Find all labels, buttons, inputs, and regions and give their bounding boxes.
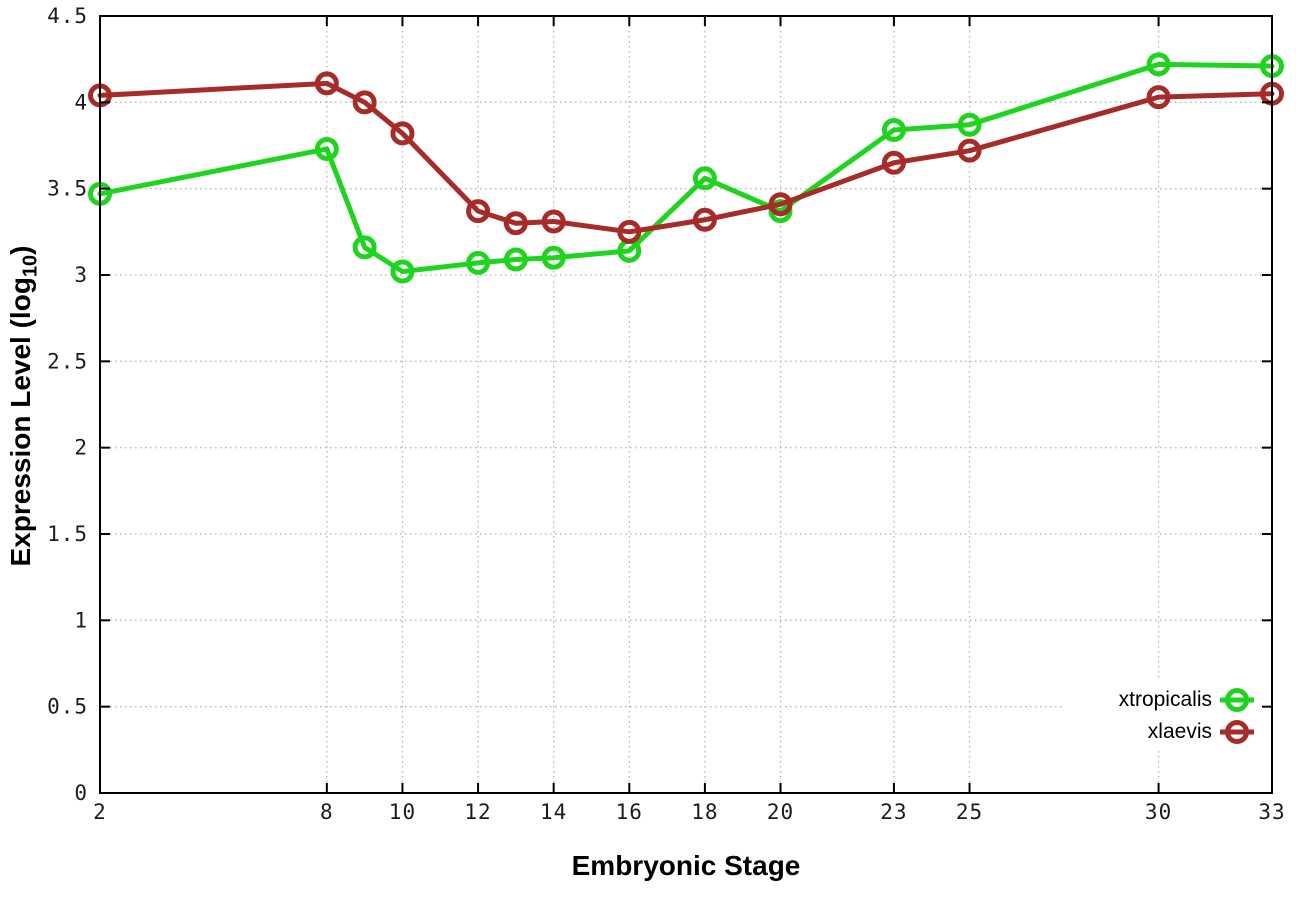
legend-sample-marker-xtropicalis — [1220, 688, 1254, 712]
y-axis-title-subscript: 10 — [19, 254, 42, 278]
x-tick-label: 33 — [1258, 800, 1285, 824]
marker-xtropicalis — [1146, 52, 1171, 77]
y-tick-label: 0.5 — [47, 695, 88, 719]
x-tick-label: 14 — [540, 800, 567, 824]
marker-xtropicalis — [314, 136, 339, 161]
x-tick-label: 10 — [389, 800, 416, 824]
marker-xtropicalis — [466, 250, 491, 275]
marker-xlaevis — [390, 121, 415, 146]
marker-xtropicalis — [692, 166, 717, 191]
legend-item-xtropicalis: xtropicalis — [1066, 684, 1256, 716]
marker-xtropicalis — [352, 235, 377, 260]
x-tick-label: 16 — [616, 800, 643, 824]
y-tick-label: 3 — [74, 263, 88, 287]
y-axis-title-text: Expression Level (log — [5, 277, 36, 567]
x-tick-label: 25 — [956, 800, 983, 824]
y-tick-label: 1 — [74, 608, 88, 632]
legend-label-xlaevis: xlaevis — [1147, 720, 1212, 743]
marker-xlaevis — [881, 150, 906, 175]
marker-xtropicalis — [957, 112, 982, 137]
x-tick-label: 30 — [1145, 800, 1172, 824]
marker-xtropicalis — [541, 245, 566, 270]
marker-xtropicalis — [390, 259, 415, 284]
series-line-xtropicalis — [97, 61, 1275, 275]
y-tick-label: 2 — [74, 436, 88, 460]
x-tick-label: 12 — [464, 800, 491, 824]
marker-xlaevis — [1146, 85, 1171, 110]
plot-border — [99, 15, 1273, 794]
y-axis-title-close: ) — [5, 245, 36, 255]
y-tick-label: 1.5 — [47, 522, 88, 546]
y-tick-label: 4 — [74, 90, 88, 114]
y-tick-label: 4.5 — [47, 4, 88, 28]
marker-xlaevis — [692, 207, 717, 232]
legend-sample-marker-xlaevis — [1220, 720, 1254, 744]
x-tick-label: 23 — [880, 800, 907, 824]
marker-xtropicalis — [881, 117, 906, 142]
y-axis-title: Expression Level (log10) — [5, 245, 42, 567]
x-tick-label: 8 — [320, 800, 334, 824]
x-tick-label: 20 — [767, 800, 794, 824]
marker-xlaevis — [768, 192, 793, 217]
marker-xlaevis — [314, 71, 339, 96]
legend-item-xlaevis: xlaevis — [1066, 716, 1256, 748]
marker-xlaevis — [617, 219, 642, 244]
marker-xlaevis — [503, 211, 528, 236]
marker-xtropicalis — [503, 247, 528, 272]
x-tick-label: 18 — [691, 800, 718, 824]
y-tick-label: 2.5 — [47, 349, 88, 373]
x-axis-title: Embryonic Stage — [571, 850, 801, 881]
marker-xlaevis — [466, 199, 491, 224]
x-tick-label: 2 — [93, 800, 107, 824]
legend-label-xtropicalis: xtropicalis — [1118, 688, 1212, 711]
marker-xlaevis — [352, 90, 377, 115]
y-tick-label: 0 — [74, 781, 88, 805]
legend: xtropicalis xlaevis — [1066, 684, 1256, 748]
marker-xlaevis — [541, 209, 566, 234]
y-tick-label: 3.5 — [47, 177, 88, 201]
marker-xlaevis — [957, 138, 982, 163]
